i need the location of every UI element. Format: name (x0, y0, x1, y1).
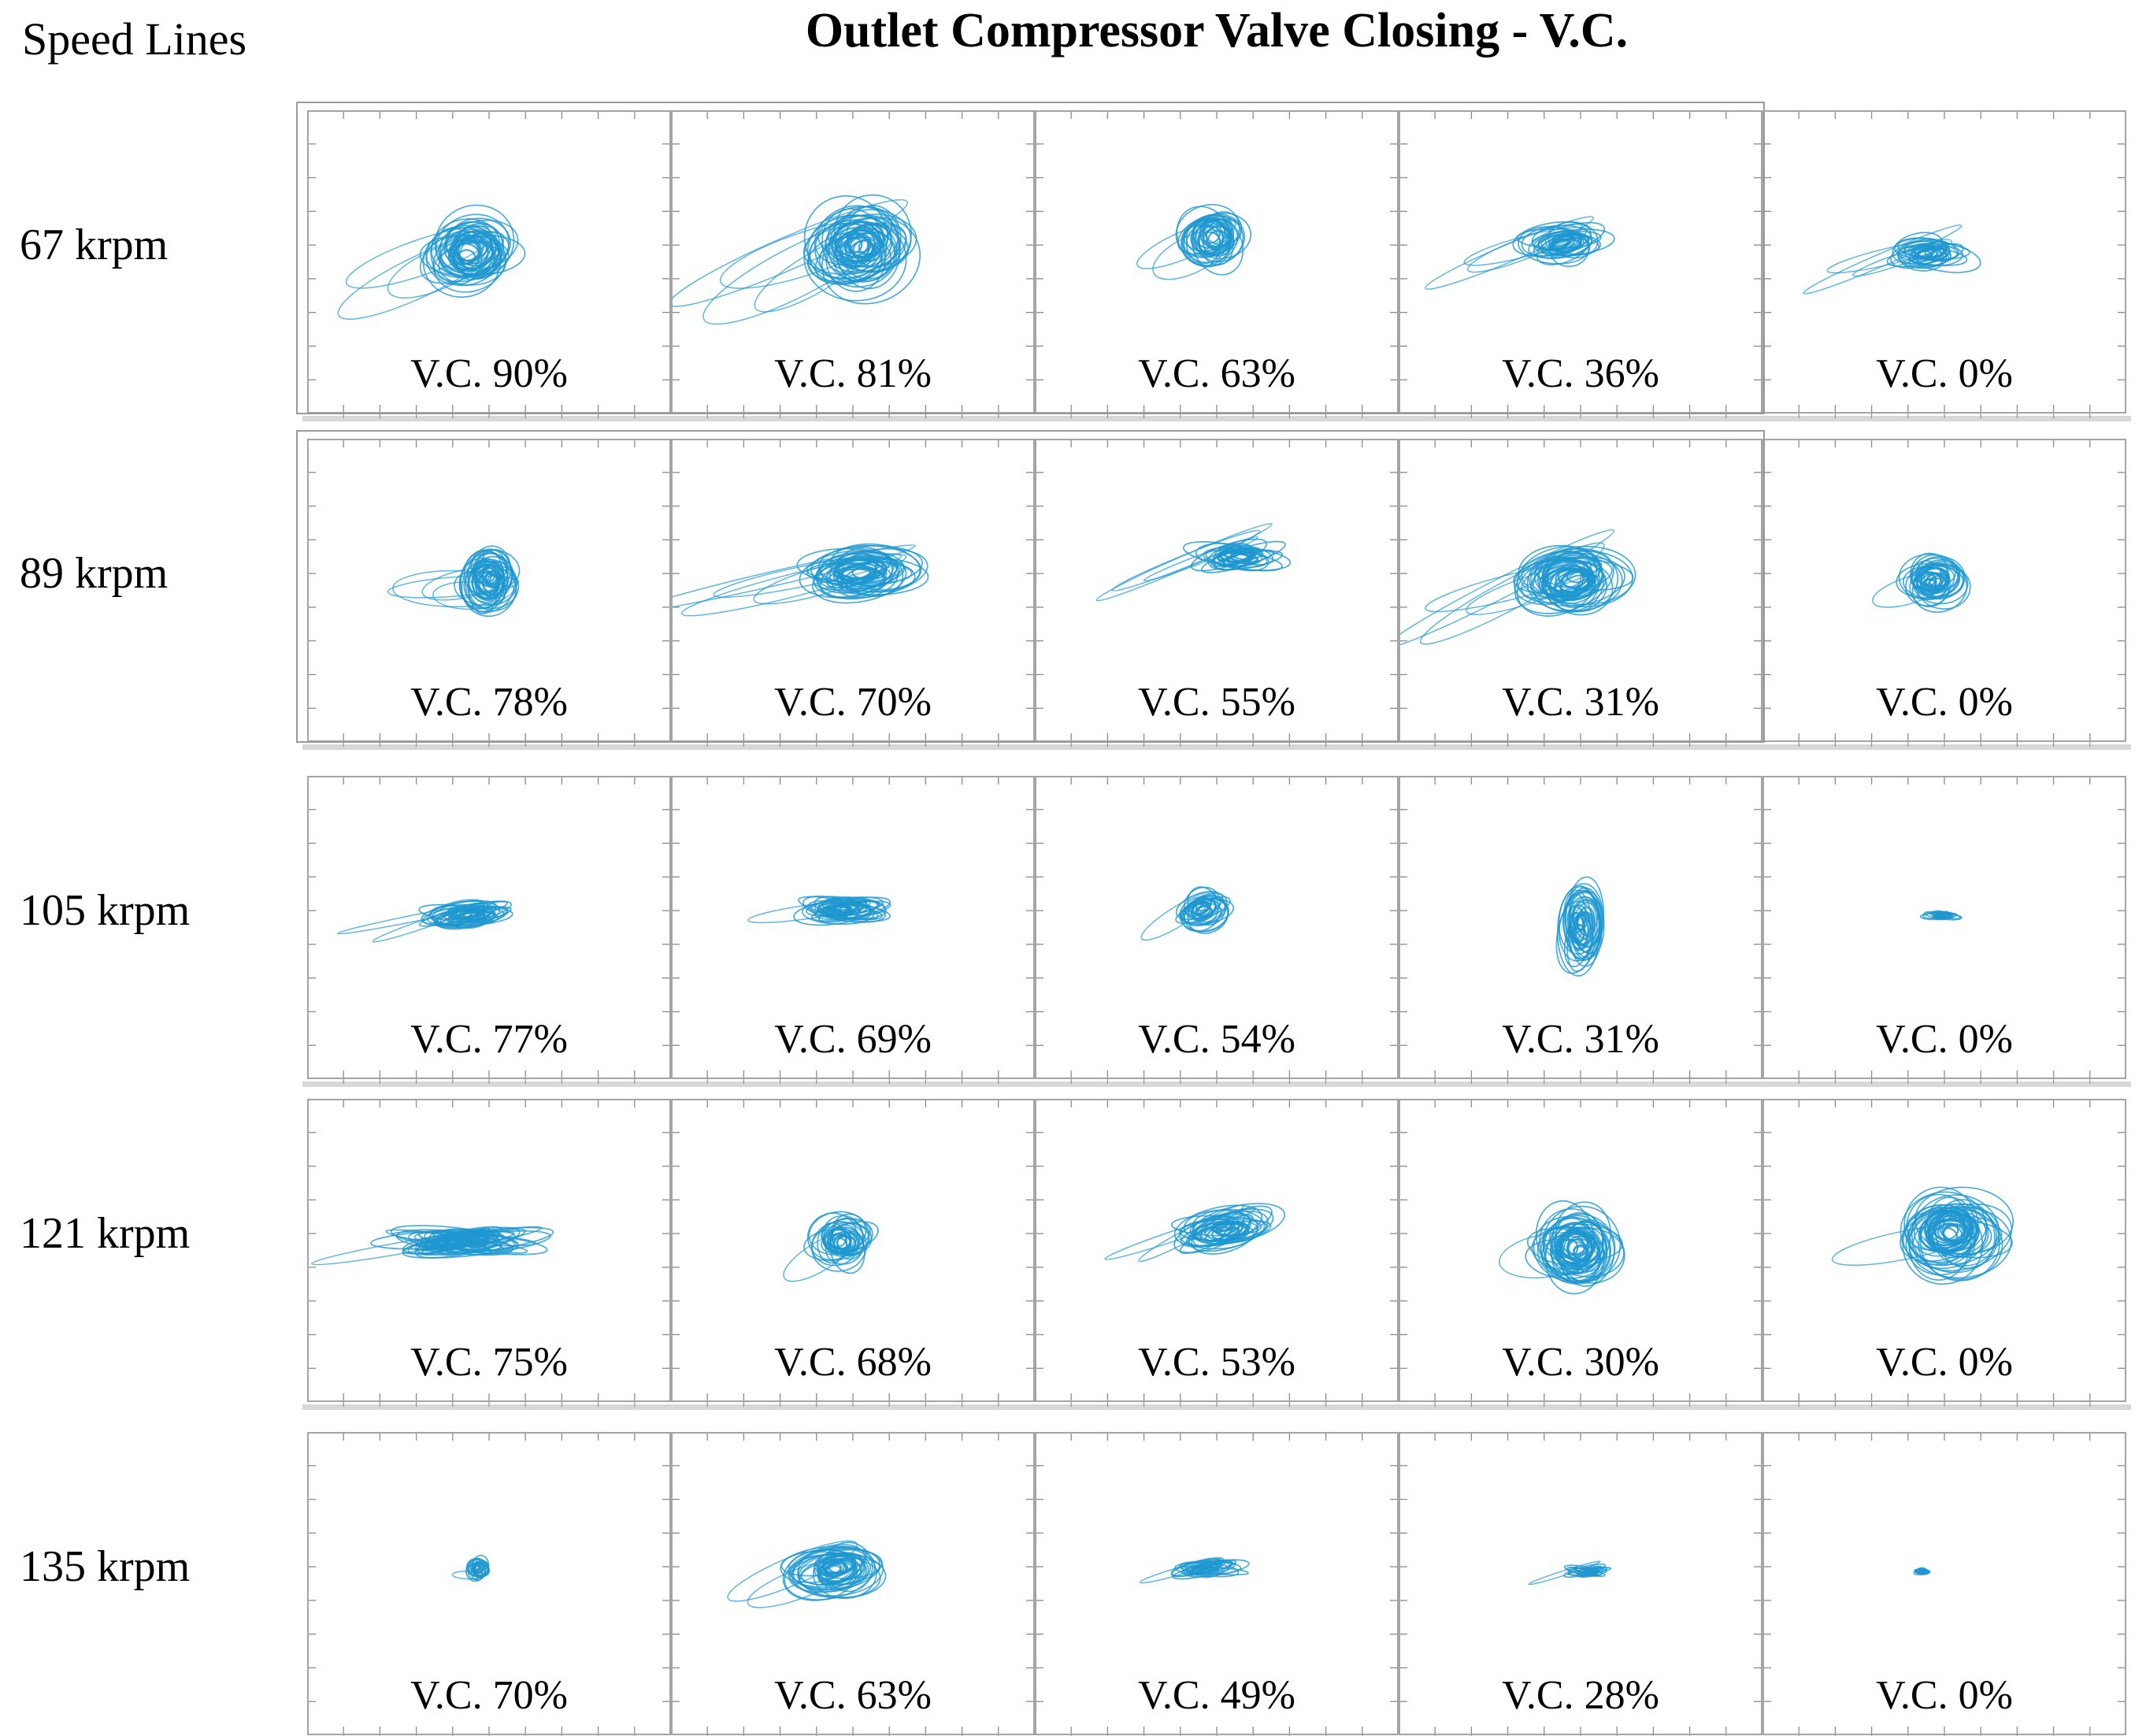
vc-percentage-label: V.C. 36% (1502, 351, 1659, 396)
vc-percentage-label: V.C. 75% (410, 1340, 568, 1385)
vc-percentage-label: V.C. 90% (410, 351, 568, 396)
vc-percentage-label: V.C. 0% (1876, 1017, 2013, 1062)
orbit-trace (451, 1554, 491, 1582)
vc-percentage-label: V.C. 49% (1138, 1673, 1295, 1718)
vc-percentage-label: V.C. 30% (1502, 1340, 1659, 1385)
orbit-trace (1528, 1560, 1612, 1586)
vc-percentage-label: V.C. 70% (410, 1673, 568, 1718)
orbit-trace (1831, 1186, 2014, 1285)
vc-percentage-label: V.C. 0% (1876, 351, 2013, 396)
vc-percentage-label: V.C. 55% (1138, 680, 1295, 725)
orbit-trace (1104, 1203, 1286, 1263)
orbit-trace (727, 1540, 887, 1608)
orbit-row-plot (296, 102, 2131, 421)
orbit-row-plot (307, 1432, 2126, 1736)
orbit-trace (673, 194, 921, 325)
speed-line-label: 135 krpm (20, 1542, 191, 1591)
vc-percentage-label: V.C. 0% (1876, 680, 2013, 725)
vc-percentage-label: V.C. 0% (1876, 1673, 2013, 1718)
vc-percentage-label: V.C. 0% (1876, 1340, 2013, 1385)
orbit-trace (310, 1225, 554, 1266)
vc-percentage-label: V.C. 81% (774, 351, 932, 396)
orbit-trace (1095, 522, 1292, 602)
vc-percentage-label: V.C. 31% (1502, 680, 1659, 725)
orbit-trace (1872, 552, 1971, 614)
orbit-trace (336, 899, 513, 943)
orbit-trace (1425, 216, 1615, 290)
orbit-row-plot (302, 776, 2131, 1087)
orbit-trace (337, 204, 526, 320)
vc-percentage-label: V.C. 28% (1502, 1673, 1659, 1718)
vc-percentage-label: V.C. 68% (774, 1340, 932, 1385)
orbit-trace (747, 895, 891, 926)
orbit-trace (1136, 203, 1251, 280)
speed-line-label: 105 krpm (20, 886, 191, 935)
vc-percentage-label: V.C. 63% (774, 1673, 932, 1718)
orbit-trace (1139, 1557, 1250, 1584)
orbit-trace (1803, 224, 1981, 295)
orbit-trace (1555, 876, 1605, 977)
speed-lines-heading: Speed Lines (22, 13, 247, 65)
vc-percentage-label: V.C. 63% (1138, 351, 1295, 396)
orbit-trace (1499, 1200, 1625, 1295)
vc-percentage-label: V.C. 53% (1138, 1340, 1295, 1385)
orbit-trace (1400, 529, 1636, 648)
orbit-row-plot (296, 430, 2131, 750)
speed-line-label: 67 krpm (20, 221, 169, 269)
speed-line-label: 121 krpm (20, 1209, 191, 1258)
vc-percentage-label: V.C. 70% (774, 680, 932, 725)
figure-title: Outlet Compressor Valve Closing - V.C. (805, 4, 1629, 57)
vc-percentage-label: V.C. 78% (410, 680, 568, 725)
orbit-trace (1919, 910, 1963, 921)
vc-percentage-label: V.C. 54% (1138, 1017, 1295, 1062)
orbit-trace (783, 1211, 879, 1282)
orbit-trace (1140, 886, 1235, 941)
vc-percentage-label: V.C. 77% (410, 1017, 568, 1062)
vc-percentage-label: V.C. 69% (774, 1017, 932, 1062)
orbit-trace (387, 545, 521, 618)
vc-percentage-label: V.C. 31% (1502, 1017, 1659, 1062)
orbit-row-plot (302, 1099, 2131, 1410)
orbit-trace (673, 543, 929, 617)
speed-line-label: 89 krpm (20, 549, 169, 598)
orbit-trace (1913, 1567, 1931, 1576)
